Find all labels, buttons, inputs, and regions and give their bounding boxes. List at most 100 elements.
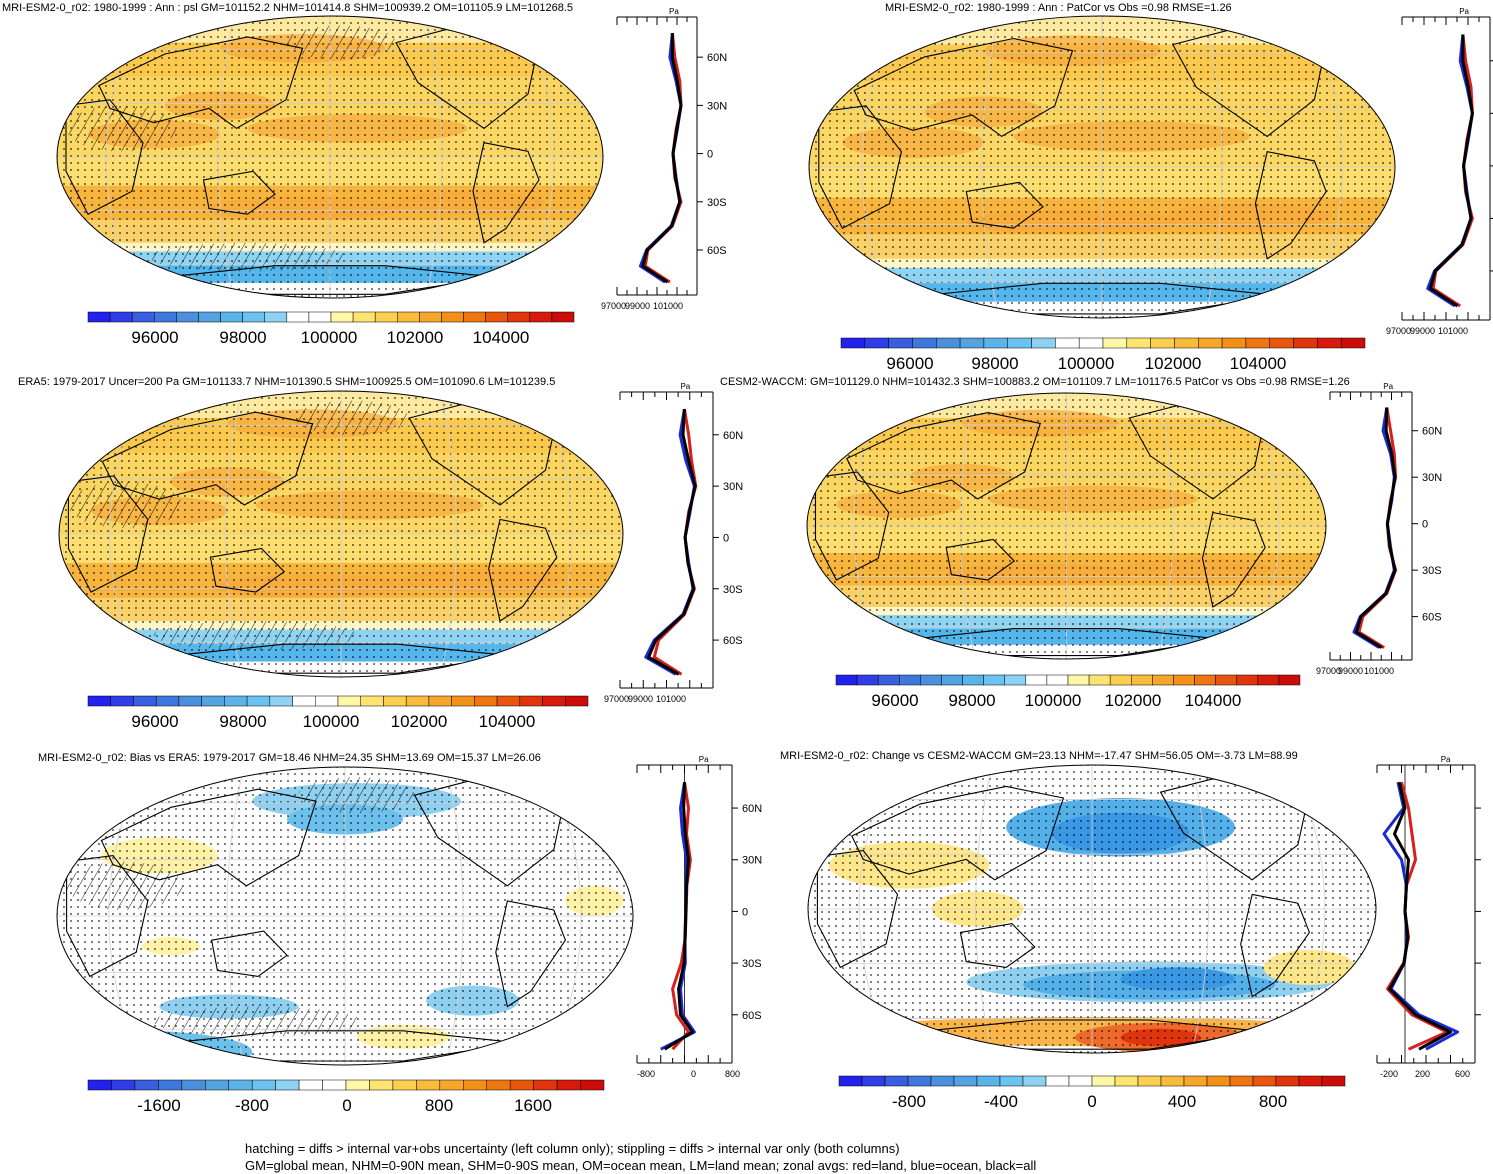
colorbar-swatch bbox=[1317, 337, 1342, 349]
coastline bbox=[851, 785, 1065, 881]
coastline bbox=[846, 412, 1042, 500]
colorbar-swatch bbox=[474, 695, 498, 707]
colorbar-label: 104000 bbox=[479, 712, 536, 731]
colorbar-label: 800 bbox=[425, 1096, 453, 1115]
colorbar-swatch bbox=[507, 311, 531, 323]
coastline bbox=[1201, 511, 1266, 608]
profile-xtick-label: -800 bbox=[637, 1069, 655, 1079]
graticule bbox=[1191, 765, 1209, 1053]
colorbar-swatch bbox=[1198, 337, 1223, 349]
colorbar-label: 96000 bbox=[886, 354, 933, 373]
colorbar-swatch bbox=[322, 1079, 347, 1091]
colorbar-swatch bbox=[228, 1079, 253, 1091]
coastline bbox=[816, 850, 899, 969]
coastline bbox=[98, 36, 304, 130]
colorbar-swatch bbox=[1078, 337, 1104, 349]
coastline bbox=[67, 475, 149, 593]
colorbar-swatch bbox=[1102, 337, 1128, 349]
colorbar-swatch bbox=[439, 1079, 464, 1091]
lat-label: 30N bbox=[723, 481, 743, 493]
profile-units: Pa bbox=[1459, 7, 1469, 16]
colorbar-label: 104000 bbox=[1230, 354, 1287, 373]
colorbar-swatch bbox=[1088, 674, 1111, 686]
colorbar-label: 100000 bbox=[1058, 354, 1115, 373]
panel-title-6: MRI-ESM2-0_r02: Change vs CESM2-WACCM GM… bbox=[780, 750, 1298, 762]
colorbar-swatch bbox=[181, 1079, 206, 1091]
colorbar-swatch bbox=[416, 1079, 441, 1091]
hatching bbox=[68, 481, 182, 529]
panel-title-1: MRI-ESM2-0_r02: 1980-1999 : Ann : psl GM… bbox=[2, 2, 574, 14]
coastline bbox=[1240, 893, 1311, 998]
colorbar-swatch bbox=[220, 311, 243, 323]
colorbar-label: 96000 bbox=[131, 328, 178, 347]
colorbar-swatch bbox=[131, 311, 155, 323]
zonal-series-ocean bbox=[660, 781, 696, 1051]
coastline bbox=[965, 181, 1044, 229]
colorbar-label: -800 bbox=[892, 1092, 926, 1111]
colorbar-swatch bbox=[1194, 674, 1216, 686]
lat-label: 30N bbox=[742, 855, 762, 867]
colorbar-label: 98000 bbox=[219, 328, 266, 347]
colorbar-swatch bbox=[1206, 1075, 1231, 1087]
colorbar-swatch bbox=[486, 1079, 511, 1091]
hatching bbox=[295, 400, 410, 436]
colorbar-swatch bbox=[1183, 1075, 1208, 1087]
colorbar-swatch bbox=[1137, 1075, 1162, 1087]
map-border bbox=[808, 15, 1396, 319]
colorbar-label: -400 bbox=[984, 1092, 1018, 1111]
colorbar-swatch bbox=[198, 311, 221, 323]
colorbar-swatch bbox=[509, 1079, 534, 1091]
colorbar-swatch bbox=[1045, 1075, 1070, 1087]
colorbar-swatch bbox=[835, 674, 858, 686]
profile-units: Pa bbox=[669, 7, 679, 16]
colorbar-swatch bbox=[463, 311, 486, 323]
colorbar-swatch bbox=[133, 695, 157, 707]
colorbar-swatch bbox=[1252, 1075, 1277, 1087]
colorbar-swatch bbox=[1126, 337, 1151, 349]
panel-title-2: MRI-ESM2-0_r02: 1980-1999 : Ann : PatCor… bbox=[885, 2, 1232, 14]
colorbar-swatch bbox=[930, 1075, 955, 1087]
colorbar-swatch bbox=[899, 674, 921, 686]
colorbar-swatch bbox=[369, 1079, 394, 1091]
panel-title-3: ERA5: 1979-2017 Uncer=200 Pa GM=101133.7… bbox=[18, 376, 556, 388]
zonal-series-all bbox=[663, 782, 694, 1051]
coastline bbox=[495, 900, 567, 1008]
coastline bbox=[101, 411, 314, 506]
colorbar-swatch bbox=[1229, 1075, 1254, 1087]
coastline bbox=[818, 105, 902, 229]
lat-label: 60S bbox=[723, 635, 743, 647]
colorbar-swatch bbox=[580, 1079, 605, 1091]
colorbar-label: 98000 bbox=[219, 712, 266, 731]
graticule bbox=[439, 391, 458, 677]
profile-xtick-label: 99000 bbox=[628, 694, 653, 704]
colorbar-swatch bbox=[1152, 674, 1174, 686]
colorbar-2: 96000 98000 100000 102000 104000 bbox=[840, 337, 1366, 373]
hatching bbox=[66, 861, 183, 910]
colorbar-swatch bbox=[999, 1075, 1024, 1087]
colorbar-swatch bbox=[275, 1079, 300, 1091]
lat-label: 30S bbox=[742, 958, 762, 970]
colorbar-label: -1600 bbox=[137, 1096, 180, 1115]
colorbar-swatch bbox=[840, 337, 866, 349]
colorbar-swatch bbox=[888, 337, 913, 349]
graticule bbox=[1156, 393, 1174, 659]
colorbar-swatch bbox=[87, 695, 111, 707]
colorbar-swatch bbox=[861, 1075, 886, 1087]
colorbar-swatch bbox=[1278, 674, 1301, 686]
colorbar-label: 100000 bbox=[1025, 691, 1082, 710]
colorbar-swatch bbox=[1257, 674, 1280, 686]
colorbar-swatch bbox=[983, 674, 1005, 686]
coastline bbox=[472, 142, 540, 244]
lat-label: 30N bbox=[707, 100, 727, 112]
coastline bbox=[202, 170, 276, 215]
coastline bbox=[488, 518, 558, 622]
colorbar-6: -800 -400 0 400 800 bbox=[838, 1075, 1346, 1111]
profile-xtick-label: 800 bbox=[725, 1069, 740, 1079]
colorbar-swatch bbox=[1055, 337, 1080, 349]
hatching bbox=[153, 1006, 363, 1037]
colorbar-swatch bbox=[330, 311, 354, 323]
colorbar-swatch bbox=[87, 1079, 112, 1091]
colorbar-1: 96000 98000 100000 102000 104000 bbox=[87, 311, 575, 347]
